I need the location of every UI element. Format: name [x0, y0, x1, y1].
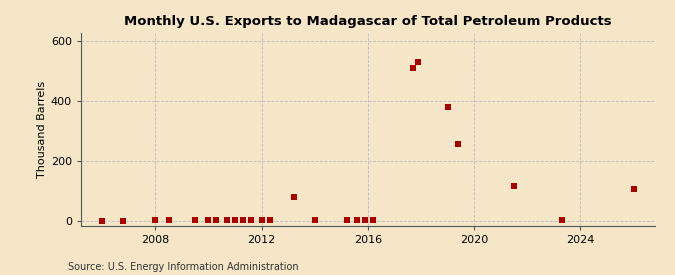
Point [97, 218, 107, 223]
Point [508, 184, 519, 189]
Point [352, 218, 362, 222]
Point [230, 218, 240, 222]
Point [556, 218, 567, 222]
Point [309, 218, 320, 222]
Point [342, 218, 352, 222]
Point [118, 218, 129, 223]
Point [408, 65, 418, 70]
Point [163, 218, 174, 222]
Point [246, 218, 256, 222]
Point [264, 218, 275, 222]
Title: Monthly U.S. Exports to Madagascar of Total Petroleum Products: Monthly U.S. Exports to Madagascar of To… [124, 15, 612, 28]
Point [360, 218, 371, 222]
Point [150, 218, 161, 222]
Point [288, 195, 299, 199]
Point [238, 218, 248, 222]
Point [413, 59, 424, 64]
Point [256, 218, 267, 222]
Y-axis label: Thousand Barrels: Thousand Barrels [36, 81, 47, 178]
Point [442, 104, 453, 109]
Point [368, 218, 379, 222]
Point [453, 142, 464, 147]
Text: Source: U.S. Energy Information Administration: Source: U.S. Energy Information Administ… [68, 262, 298, 272]
Point [628, 187, 639, 192]
Point [221, 218, 232, 222]
Point [211, 218, 222, 222]
Point [203, 218, 214, 222]
Point [190, 218, 200, 222]
